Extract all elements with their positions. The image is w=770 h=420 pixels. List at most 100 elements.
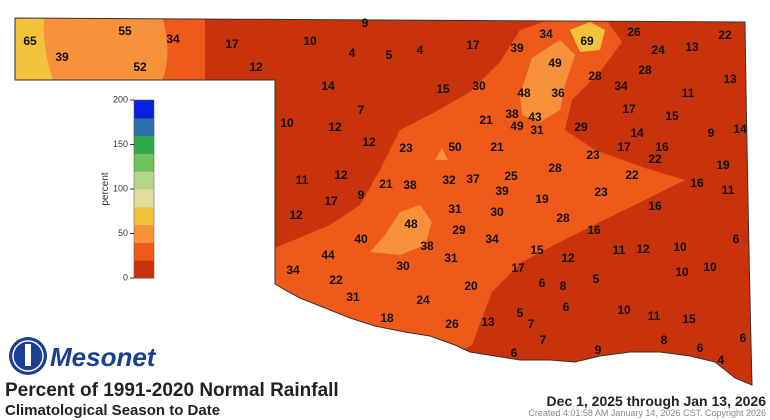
station-value: 4 xyxy=(718,353,725,367)
station-value: 15 xyxy=(530,243,544,257)
station-value: 4 xyxy=(417,43,424,57)
station-value: 6 xyxy=(740,331,747,345)
station-value: 48 xyxy=(404,217,418,231)
station-value: 6 xyxy=(733,232,740,246)
legend-label: percent xyxy=(100,172,111,206)
legend-swatch xyxy=(134,189,154,208)
station-value: 34 xyxy=(539,27,553,41)
station-value: 23 xyxy=(399,141,413,155)
station-value: 13 xyxy=(723,72,737,86)
station-value: 31 xyxy=(444,251,458,265)
station-value: 26 xyxy=(627,25,641,39)
station-value: 12 xyxy=(334,168,348,182)
station-value: 16 xyxy=(648,199,662,213)
station-value: 37 xyxy=(466,172,480,186)
station-value: 11 xyxy=(296,173,309,187)
station-value: 10 xyxy=(280,116,294,130)
station-value: 17 xyxy=(617,140,631,154)
station-value: 38 xyxy=(403,178,417,192)
station-value: 28 xyxy=(548,161,562,175)
station-value: 12 xyxy=(636,242,650,256)
station-value: 22 xyxy=(625,168,639,182)
station-value: 23 xyxy=(594,185,608,199)
legend-swatch xyxy=(134,100,154,119)
station-value: 10 xyxy=(617,303,631,317)
station-value: 38 xyxy=(505,107,519,121)
station-value: 14 xyxy=(630,126,644,140)
logo-text: Mesonet xyxy=(50,342,157,372)
station-value: 13 xyxy=(481,315,495,329)
station-value: 48 xyxy=(517,86,531,100)
station-value: 7 xyxy=(540,333,547,347)
station-value: 17 xyxy=(511,261,525,275)
station-value: 8 xyxy=(661,333,668,347)
logo: Mesonet xyxy=(9,337,157,375)
station-value: 9 xyxy=(358,188,365,202)
station-value: 52 xyxy=(133,60,147,74)
legend-swatch xyxy=(134,171,154,190)
station-value: 24 xyxy=(651,43,665,57)
station-value: 26 xyxy=(445,317,459,331)
station-value: 12 xyxy=(249,60,263,74)
legend-tick-label: 50 xyxy=(118,228,128,238)
station-value: 11 xyxy=(722,183,735,197)
station-value: 16 xyxy=(587,223,601,237)
station-value: 16 xyxy=(690,176,704,190)
station-value: 50 xyxy=(448,140,462,154)
station-value: 23 xyxy=(586,148,600,162)
station-value: 32 xyxy=(442,173,456,187)
station-value: 31 xyxy=(448,202,462,216)
station-value: 9 xyxy=(708,126,715,140)
station-value: 4 xyxy=(349,46,356,60)
station-value: 28 xyxy=(588,69,602,83)
station-value: 39 xyxy=(510,41,524,55)
station-value: 25 xyxy=(504,169,518,183)
station-value: 16 xyxy=(655,140,669,154)
legend-tick-label: 200 xyxy=(113,94,128,104)
station-value: 6 xyxy=(697,341,704,355)
station-value: 12 xyxy=(362,135,376,149)
station-value: 19 xyxy=(716,158,730,172)
station-value: 39 xyxy=(495,184,509,198)
legend-tick-label: 150 xyxy=(113,139,128,149)
station-value: 21 xyxy=(479,113,493,127)
station-value: 17 xyxy=(466,38,480,52)
station-value: 21 xyxy=(490,140,504,154)
legend-swatch xyxy=(134,260,154,279)
legend-swatch xyxy=(134,135,154,154)
station-value: 49 xyxy=(548,56,562,70)
station-value: 30 xyxy=(490,205,504,219)
date-range: Dec 1, 2025 through Jan 13, 2026 xyxy=(547,393,767,409)
station-value: 18 xyxy=(380,311,394,325)
title: Percent of 1991-2020 Normal Rainfall xyxy=(5,380,339,401)
station-value: 13 xyxy=(685,40,699,54)
station-value: 34 xyxy=(166,32,180,46)
station-value: 40 xyxy=(354,232,368,246)
station-value: 6 xyxy=(539,276,546,290)
station-value: 7 xyxy=(358,103,365,117)
station-value: 5 xyxy=(386,48,393,62)
legend-swatch xyxy=(134,117,154,137)
legend-swatch xyxy=(134,224,154,243)
station-value: 22 xyxy=(648,152,662,166)
station-value: 12 xyxy=(289,208,303,222)
station-value: 22 xyxy=(329,273,343,287)
station-value: 8 xyxy=(560,279,567,293)
station-value: 29 xyxy=(452,223,466,237)
station-value: 65 xyxy=(23,34,37,48)
station-value: 38 xyxy=(420,239,434,253)
station-value: 34 xyxy=(614,79,628,93)
station-value: 15 xyxy=(665,109,679,123)
station-value: 30 xyxy=(396,259,410,273)
station-value: 6 xyxy=(563,300,570,314)
legend-tick-label: 100 xyxy=(113,183,128,193)
station-value: 19 xyxy=(535,192,549,206)
legend-swatch xyxy=(134,242,154,261)
station-value: 28 xyxy=(556,211,570,225)
station-value: 20 xyxy=(464,279,478,293)
station-value: 17 xyxy=(622,102,636,116)
station-value: 24 xyxy=(416,293,430,307)
station-value: 15 xyxy=(682,312,696,326)
